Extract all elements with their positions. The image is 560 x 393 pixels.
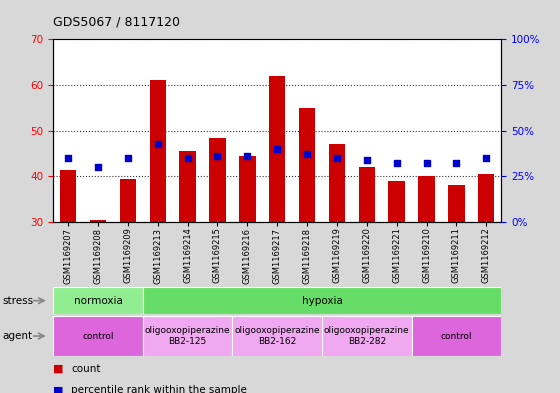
Bar — [358, 167, 375, 222]
Text: stress: stress — [3, 296, 34, 306]
Text: percentile rank within the sample: percentile rank within the sample — [71, 385, 247, 393]
Bar — [179, 151, 196, 222]
Point — [123, 155, 132, 161]
Bar — [209, 138, 226, 222]
Text: oligooxopiperazine
BB2-162: oligooxopiperazine BB2-162 — [235, 326, 320, 346]
Bar — [143, 287, 501, 314]
Point — [482, 155, 491, 161]
Bar — [299, 108, 315, 222]
Text: hypoxia: hypoxia — [302, 296, 342, 306]
Bar — [60, 169, 76, 222]
Bar — [418, 176, 435, 222]
Text: control: control — [441, 332, 472, 340]
Bar — [239, 156, 255, 222]
Point — [392, 160, 401, 166]
Text: ■: ■ — [53, 364, 64, 374]
Point — [333, 155, 342, 161]
Bar — [143, 316, 232, 356]
Bar — [329, 144, 345, 222]
Text: ■: ■ — [53, 385, 64, 393]
Bar — [120, 179, 136, 222]
Bar — [412, 316, 501, 356]
Bar — [53, 287, 143, 314]
Point — [183, 155, 192, 161]
Point — [302, 151, 311, 157]
Point — [153, 141, 162, 147]
Text: normoxia: normoxia — [73, 296, 123, 306]
Text: oligooxopiperazine
BB2-282: oligooxopiperazine BB2-282 — [324, 326, 409, 346]
Bar — [448, 185, 465, 222]
Text: GDS5067 / 8117120: GDS5067 / 8117120 — [53, 16, 180, 29]
Bar — [478, 174, 494, 222]
Bar — [232, 316, 322, 356]
Point — [422, 160, 431, 166]
Point — [243, 152, 252, 159]
Bar — [150, 81, 166, 222]
Point — [273, 146, 282, 152]
Bar — [53, 316, 143, 356]
Bar — [269, 76, 286, 222]
Bar — [322, 316, 412, 356]
Text: control: control — [82, 332, 114, 340]
Point — [362, 157, 371, 163]
Point — [452, 160, 461, 166]
Text: oligooxopiperazine
BB2-125: oligooxopiperazine BB2-125 — [145, 326, 230, 346]
Bar — [90, 220, 106, 222]
Point — [213, 152, 222, 159]
Point — [64, 155, 73, 161]
Point — [94, 164, 102, 171]
Text: agent: agent — [3, 331, 33, 341]
Text: count: count — [71, 364, 101, 374]
Bar — [389, 181, 405, 222]
